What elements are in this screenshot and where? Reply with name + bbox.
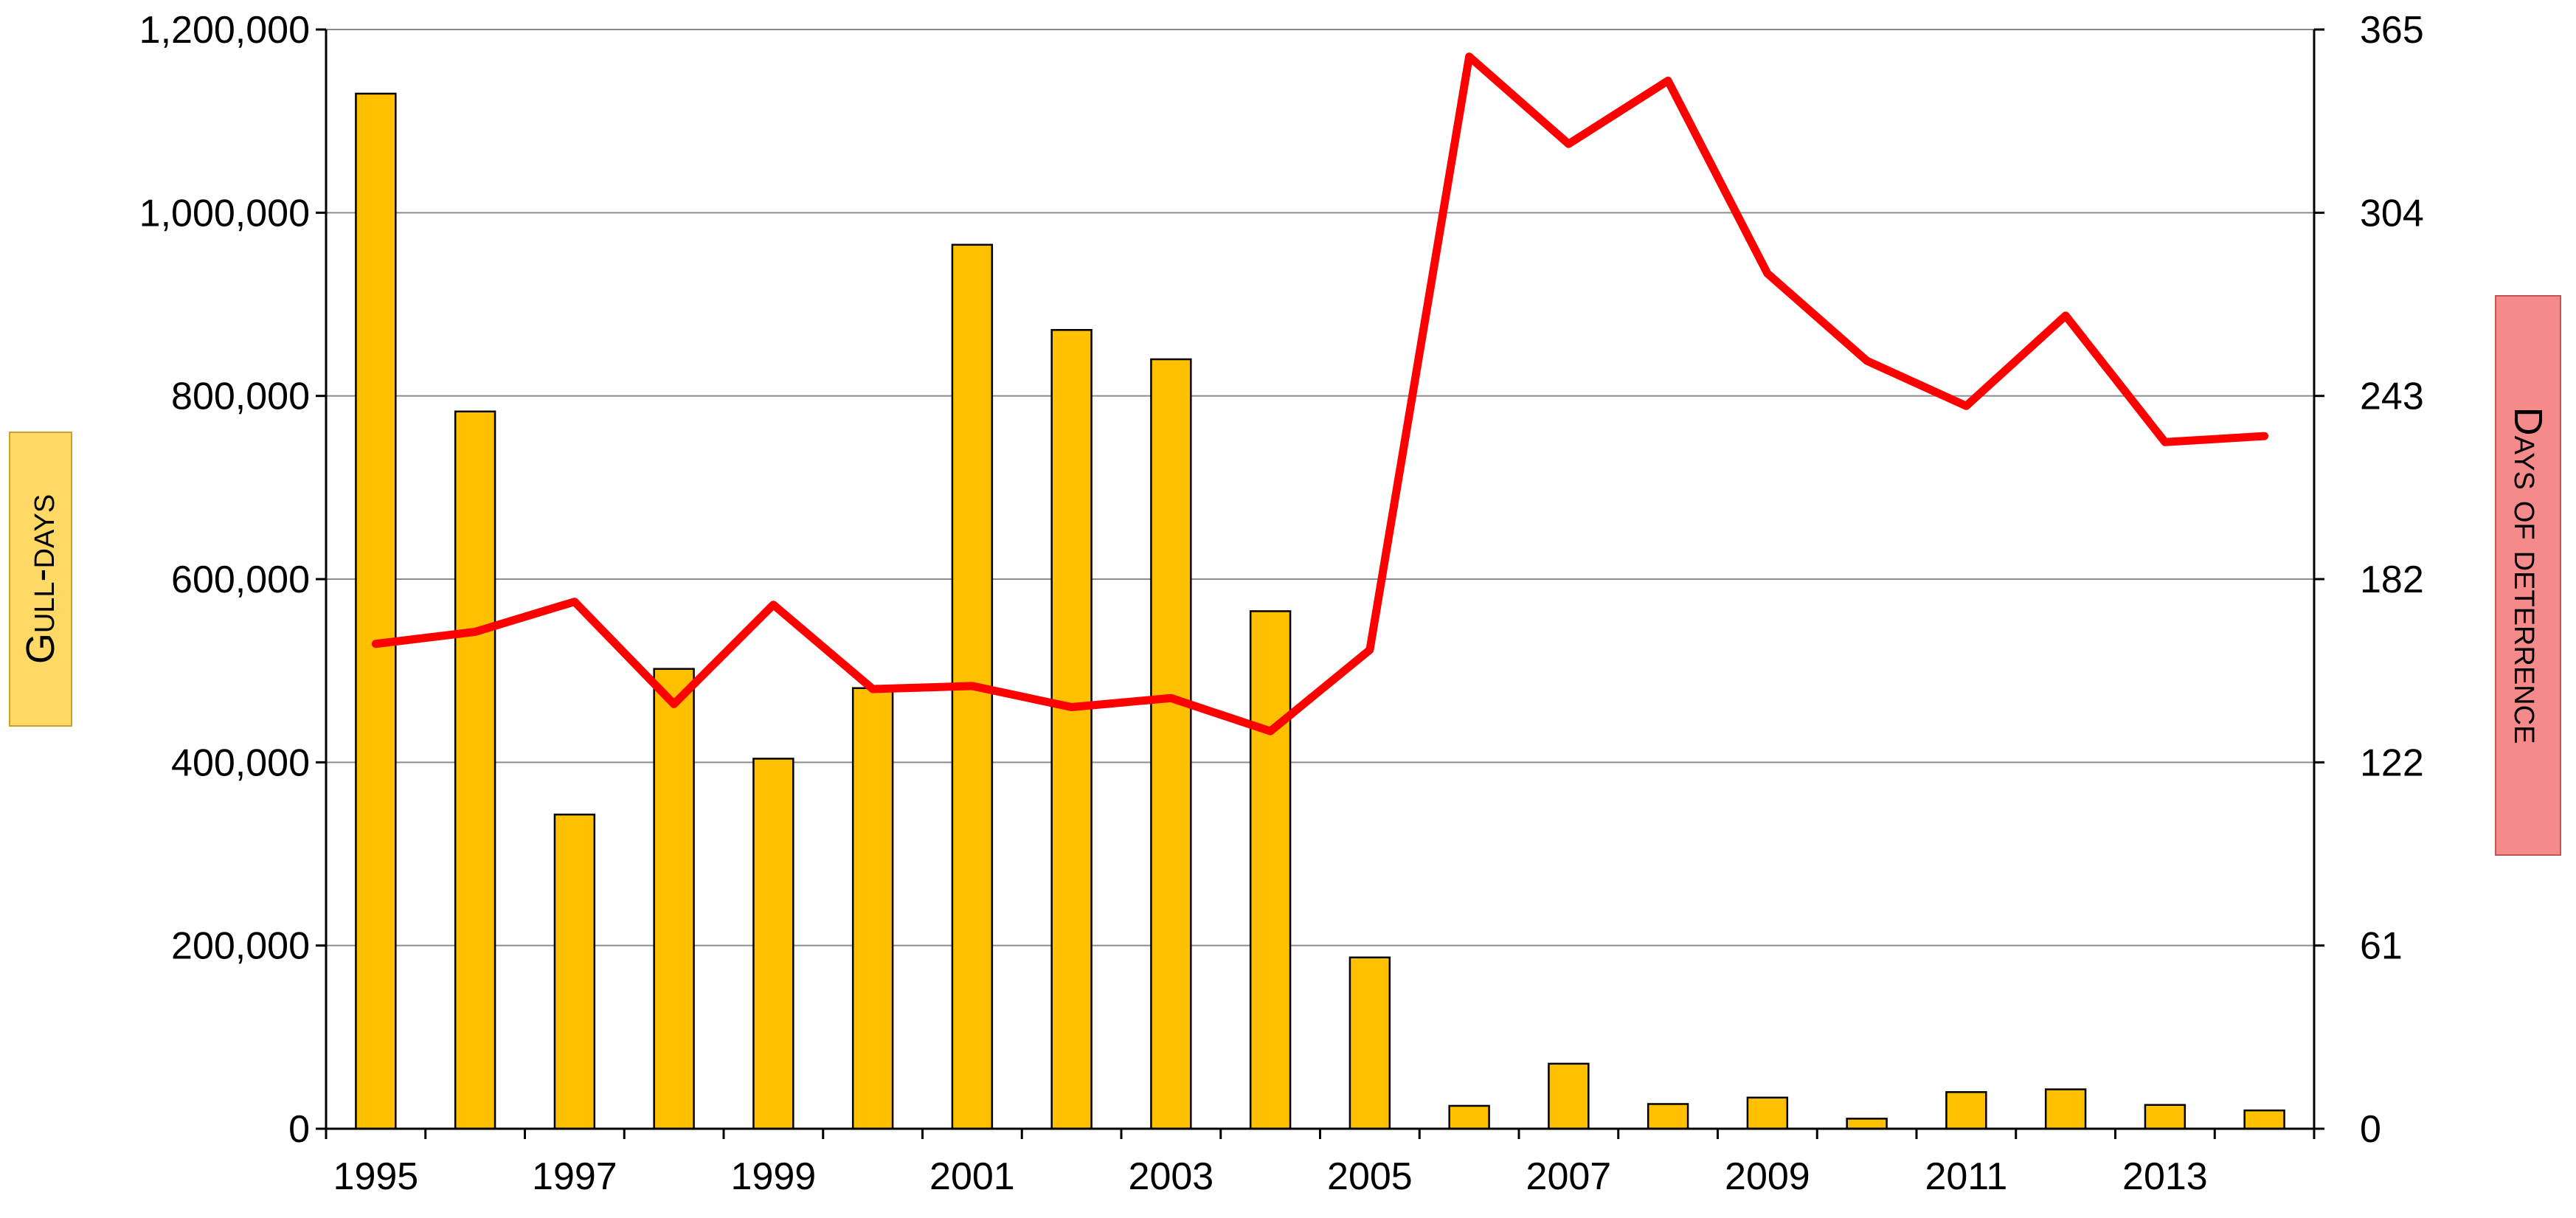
line-point-2008 <box>1667 80 1669 82</box>
right-axis-title-box: Days of deterrence <box>2495 295 2561 856</box>
bar-1996 <box>454 410 496 1130</box>
bar-series-gull-days <box>355 92 2285 1130</box>
line-point-2004 <box>1270 730 1272 733</box>
line-point-2012 <box>2065 314 2067 316</box>
x-tick-label: 2013 <box>2122 1155 2208 1198</box>
line-point-2002 <box>1070 706 1073 708</box>
line-point-1998 <box>673 703 675 705</box>
x-tick-label: 1999 <box>731 1155 817 1198</box>
y-tick-label: 200,000 <box>171 925 310 968</box>
right-axis-title: Days of deterrence <box>2506 406 2550 744</box>
y2-tick-label: 243 <box>2360 376 2424 418</box>
line-point-2014 <box>2263 435 2265 437</box>
bar-2012 <box>2044 1088 2087 1130</box>
x-tick-label: 2003 <box>1129 1155 1214 1198</box>
left-axis-title-box: Gull-days <box>9 432 72 727</box>
line-point-1997 <box>573 601 575 603</box>
y-tick-label: 400,000 <box>171 741 310 784</box>
line-series-days-of-deterrence <box>371 52 2269 736</box>
line-point-2007 <box>1568 143 1570 145</box>
y2-tick-label: 61 <box>2360 925 2403 968</box>
x-axis-tick-labels: 1995 1997 1999 2001 2003 2005 2007 2009 2011 2013 <box>333 1155 2208 1198</box>
line-point-2010 <box>1866 360 1868 362</box>
bar-2009 <box>1746 1096 1789 1130</box>
axes <box>316 28 2324 1139</box>
x-tick-label: 2011 <box>1925 1155 2007 1198</box>
line-point-2009 <box>1766 272 1768 274</box>
line-point-2003 <box>1170 697 1172 699</box>
line-point-2005 <box>1368 648 1371 651</box>
x-tick-label: 2005 <box>1327 1155 1413 1198</box>
x-tick-label: 2009 <box>1725 1155 1810 1198</box>
bar-2004 <box>1249 610 1292 1130</box>
x-tick-label: 2001 <box>929 1155 1015 1198</box>
x-tick-label: 1995 <box>333 1155 419 1198</box>
deterrence-line <box>371 52 2269 736</box>
y-tick-label: 1,000,000 <box>139 192 310 235</box>
y-tick-label: 1,200,000 <box>139 9 310 52</box>
bar-2014 <box>2243 1109 2285 1130</box>
x-tick-label: 2007 <box>1526 1155 1612 1198</box>
bar-2005 <box>1348 956 1391 1130</box>
line-point-2011 <box>1965 405 1967 407</box>
y2-tick-label: 122 <box>2360 741 2424 784</box>
line-point-2001 <box>971 685 973 687</box>
y-tick-label: 600,000 <box>171 558 310 601</box>
bar-1998 <box>653 668 695 1130</box>
y2-tick-label: 365 <box>2360 9 2424 52</box>
y-tick-label: 0 <box>288 1108 310 1151</box>
left-axis-title: Gull-days <box>18 494 63 665</box>
y2-tick-label: 0 <box>2360 1108 2381 1151</box>
left-axis-tick-labels: 0 200,000 400,000 600,000 800,000 1,000,000 1,… <box>139 9 310 1151</box>
bar-1997 <box>553 813 596 1130</box>
bar-1995 <box>355 92 397 1130</box>
bar-2011 <box>1945 1091 1987 1130</box>
bar-2000 <box>851 687 894 1130</box>
bar-1999 <box>752 758 794 1130</box>
line-point-2006 <box>1468 55 1470 58</box>
bar-2002 <box>1050 329 1093 1130</box>
bar-2006 <box>1448 1104 1490 1130</box>
bar-2013 <box>2144 1104 2187 1130</box>
y-tick-label: 800,000 <box>171 376 310 418</box>
bar-2010 <box>1846 1118 1888 1130</box>
line-point-1996 <box>474 631 477 633</box>
right-axis-tick-labels: 0 61 122 182 243 304 365 <box>2360 9 2424 1151</box>
line-point-1999 <box>772 603 775 606</box>
bar-2007 <box>1548 1062 1590 1130</box>
line-point-1995 <box>375 643 377 645</box>
line-point-2013 <box>2164 441 2166 443</box>
x-tick-label: 1997 <box>532 1155 617 1198</box>
line-point-2000 <box>872 688 874 690</box>
bar-2008 <box>1647 1103 1689 1130</box>
gridlines <box>326 29 2314 947</box>
bar-2003 <box>1150 358 1192 1130</box>
y2-tick-label: 304 <box>2360 192 2424 235</box>
y2-tick-label: 182 <box>2360 558 2424 601</box>
